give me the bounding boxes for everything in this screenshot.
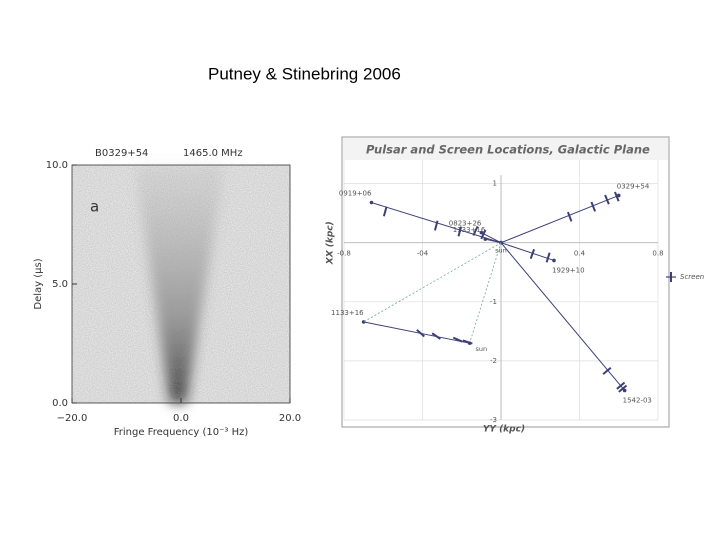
series-line	[363, 321, 470, 344]
x-tick-label: -0.8	[337, 250, 351, 258]
panel-frame	[341, 136, 670, 428]
y-tick-label: 1	[493, 180, 497, 188]
x-tick-label: 0.0	[173, 413, 189, 424]
point	[622, 388, 627, 393]
pulsar-label: 1133+16	[453, 226, 486, 234]
image-noise	[72, 165, 290, 403]
y-tick-label: -1	[490, 298, 497, 306]
y-tick-label: 5.0	[52, 279, 68, 290]
screen-marker	[431, 332, 441, 340]
panel-header	[343, 138, 668, 160]
x-tick-label: 0.4	[574, 250, 586, 258]
screen-marker	[616, 381, 626, 390]
series-line	[485, 238, 502, 244]
pulsar-label: 1542-03	[623, 396, 652, 404]
pulsar-label: 0329+54	[617, 182, 650, 190]
screen-marker	[604, 194, 610, 205]
screen-marker	[457, 226, 463, 237]
y-tick-label: 10.0	[46, 160, 68, 171]
x-tick-label: 20.0	[279, 413, 301, 424]
series-line	[500, 242, 626, 391]
pulsar-label: 1929+10	[552, 266, 585, 274]
point	[616, 193, 621, 198]
annotation: sun	[495, 246, 507, 254]
y-tick-label: -2	[490, 357, 497, 365]
screen-marker	[566, 211, 573, 222]
point	[361, 320, 366, 324]
annotation: a	[90, 198, 99, 216]
screen-marker	[614, 191, 620, 202]
x-tick-label: −20.0	[57, 413, 88, 424]
screen-marker	[433, 220, 439, 231]
point	[552, 258, 556, 263]
y-axis-label: Delay (μs)	[33, 258, 44, 309]
point	[483, 237, 488, 241]
screen-marker	[382, 206, 388, 217]
screen-marker	[462, 339, 473, 345]
annotation: sun	[475, 345, 487, 353]
x-axis-label: YY (kpc)	[483, 425, 525, 435]
pulsar-label: 0919+06	[339, 190, 372, 198]
chart-subtitle: 1465.0 MHz	[183, 148, 243, 159]
series-line	[500, 194, 619, 244]
screen-marker	[452, 336, 463, 343]
point	[369, 200, 374, 205]
point	[479, 230, 484, 235]
y-tick-label: -3	[490, 416, 497, 424]
y-tick-label: 0.0	[52, 398, 68, 409]
connector	[469, 242, 502, 344]
x-axis-label: Fringe Frequency (10⁻³ Hz)	[114, 427, 249, 438]
screen-marker	[472, 225, 479, 236]
screen-marker	[618, 384, 628, 393]
screen-marker	[529, 248, 536, 259]
screen-marker	[590, 201, 596, 212]
screen-marker	[416, 329, 425, 338]
series-line	[500, 242, 555, 261]
chart-title: B0329+54	[95, 148, 148, 159]
x-tick-label: 0.8	[652, 250, 663, 258]
legend-label: Screen	[680, 273, 704, 281]
pulsar-label: 0823+26	[449, 220, 482, 228]
screen-marker	[602, 366, 612, 375]
series-line	[481, 232, 502, 244]
chart-title: Pulsar and Screen Locations, Galactic Pl…	[366, 143, 650, 157]
slide-title: Putney & Stinebring 2006	[208, 64, 401, 83]
x-tick-label: -04	[417, 250, 429, 258]
pulsar-label: 1133+16	[331, 309, 364, 317]
y-axis-label: XX (kpc)	[326, 221, 336, 265]
connector	[363, 242, 502, 323]
screen-marker	[545, 252, 551, 263]
screen-marker	[480, 229, 487, 240]
